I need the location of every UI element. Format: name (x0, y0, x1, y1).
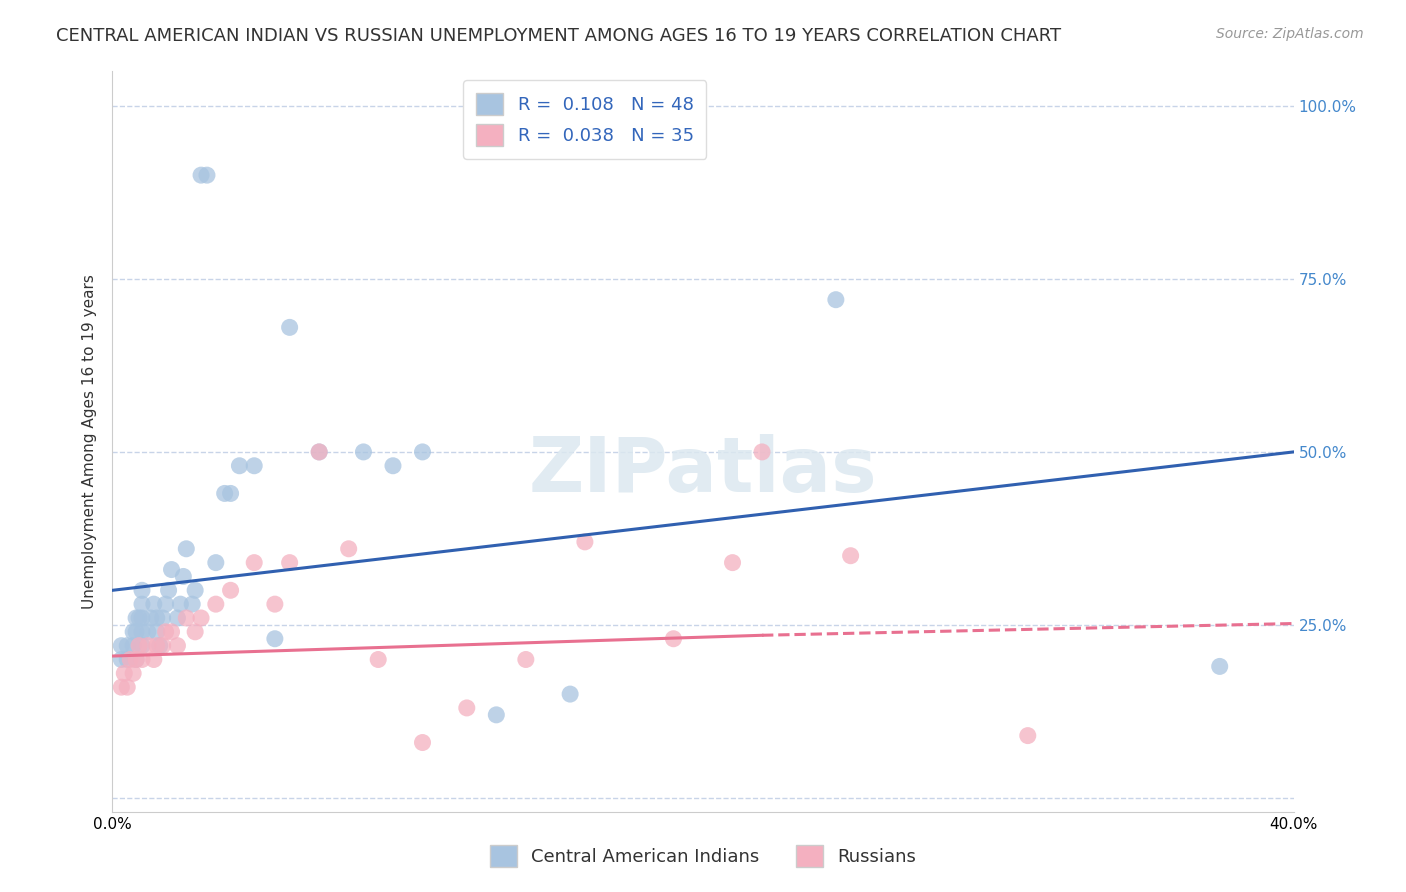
Point (1017, 729, 1039, 743)
Point (337, 541, 360, 556)
Point (243, 458, 266, 473)
Point (128, 611, 150, 625)
Point (166, 639, 188, 653)
Point (411, 445, 433, 459)
Point (157, 583, 180, 598)
Point (184, 583, 207, 598)
Point (190, 168, 212, 182)
Point (515, 652, 537, 666)
Point (122, 666, 145, 681)
Point (264, 597, 287, 611)
Point (131, 597, 153, 611)
Point (117, 680, 138, 694)
Point (228, 458, 250, 473)
Point (485, 707, 508, 722)
Point (125, 624, 148, 639)
Point (219, 583, 242, 598)
Legend: Central American Indians, Russians: Central American Indians, Russians (482, 838, 924, 874)
Point (131, 611, 153, 625)
Point (155, 597, 177, 611)
Point (174, 611, 197, 625)
Point (662, 632, 685, 646)
Point (142, 597, 165, 611)
Point (142, 652, 165, 666)
Point (117, 652, 138, 666)
Point (125, 652, 148, 666)
Point (169, 597, 191, 611)
Point (136, 624, 159, 639)
Point (219, 486, 242, 500)
Point (112, 666, 135, 681)
Point (184, 624, 207, 639)
Point (146, 611, 169, 625)
Point (160, 563, 183, 577)
Point (122, 639, 145, 653)
Point (824, 293, 846, 307)
Point (382, 458, 405, 473)
Point (146, 639, 169, 653)
Point (117, 639, 138, 653)
Point (122, 624, 145, 639)
Point (278, 556, 301, 570)
Point (278, 320, 301, 334)
Text: Source: ZipAtlas.com: Source: ZipAtlas.com (1216, 27, 1364, 41)
Point (139, 611, 162, 625)
Point (243, 556, 266, 570)
Point (131, 639, 153, 653)
Point (166, 611, 188, 625)
Point (574, 534, 596, 549)
Point (205, 556, 228, 570)
Point (751, 445, 773, 459)
Point (131, 583, 153, 598)
Point (1208, 659, 1232, 673)
Point (128, 639, 150, 653)
Point (352, 445, 374, 459)
Point (411, 735, 433, 749)
Point (120, 652, 142, 666)
Point (110, 652, 132, 666)
Point (190, 611, 212, 625)
Point (125, 611, 148, 625)
Text: ZIPatlas: ZIPatlas (529, 434, 877, 508)
Point (152, 639, 174, 653)
Point (205, 597, 228, 611)
Point (308, 445, 330, 459)
Point (146, 624, 169, 639)
Point (181, 597, 204, 611)
Point (558, 687, 582, 701)
Point (136, 639, 159, 653)
Point (155, 624, 177, 639)
Point (195, 168, 218, 182)
Point (125, 652, 148, 666)
Point (214, 486, 236, 500)
Point (308, 445, 330, 459)
Point (839, 549, 862, 563)
Point (174, 541, 197, 556)
Point (160, 624, 183, 639)
Point (152, 611, 174, 625)
Legend: R =  0.108   N = 48, R =  0.038   N = 35: R = 0.108 N = 48, R = 0.038 N = 35 (464, 80, 706, 159)
Point (110, 639, 132, 653)
Point (367, 652, 389, 666)
Point (456, 701, 478, 715)
Text: CENTRAL AMERICAN INDIAN VS RUSSIAN UNEMPLOYMENT AMONG AGES 16 TO 19 YEARS CORREL: CENTRAL AMERICAN INDIAN VS RUSSIAN UNEMP… (56, 27, 1062, 45)
Point (131, 652, 153, 666)
Point (110, 680, 132, 694)
Point (172, 569, 194, 583)
Point (131, 624, 153, 639)
Point (149, 639, 172, 653)
Y-axis label: Unemployment Among Ages 16 to 19 years: Unemployment Among Ages 16 to 19 years (82, 274, 97, 609)
Point (264, 632, 287, 646)
Point (721, 556, 744, 570)
